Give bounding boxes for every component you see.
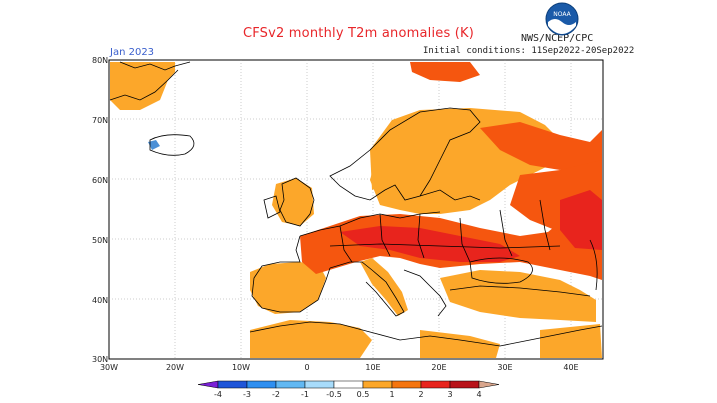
colorbar-segment [333,380,364,389]
lat-label: 50N [92,236,108,245]
lon-label: 20E [431,363,446,372]
colorbar-segment [197,380,219,389]
coastlines [109,61,603,347]
lat-label: 40N [92,296,108,305]
colorbar-ticks: -4 -3 -2 -1 -0.5 0.5 1 2 3 4 [214,390,482,399]
lon-label: 0 [304,363,309,372]
colorbar-boxes [197,380,500,389]
valid-month-label: Jan 2023 [110,47,155,58]
agency-label: NWS/NCEP/CPC [521,33,594,44]
colorbar-segment [420,380,451,389]
lat-label: 30N [92,355,108,364]
lon-label: 40E [563,363,578,372]
colorbar-tick-label: -1 [301,390,309,399]
lon-label: 20W [166,363,184,372]
lat-label: 60N [92,176,108,185]
anomaly-strong-warm [340,190,602,262]
colorbar-tick-label: 0.5 [357,390,370,399]
colorbar-tick-label: 1 [389,390,394,399]
latitude-labels: 80N 70N 60N 50N 40N 30N [92,56,108,364]
colorbar-segment [449,380,480,389]
noaa-logo: NOAA [545,2,579,36]
lat-label: 80N [92,56,108,65]
initial-conditions-label: Initial conditions: 11Sep2022-20Sep2022 [423,46,635,56]
lon-label: 30E [497,363,512,372]
anomaly-cold [148,140,160,150]
lon-label: 10E [365,363,380,372]
lon-label: 30W [100,363,118,372]
colorbar-tick-label: 4 [476,390,481,399]
longitude-labels: 30W 20W 10W 0 10E 20E 30E 40E [100,363,579,372]
colorbar-segment [478,380,500,389]
lat-label: 70N [92,116,108,125]
colorbar-tick-label: -4 [214,390,222,399]
noaa-logo-text: NOAA [553,11,571,18]
map-title: CFSv2 monthly T2m anomalies (K) [242,26,475,41]
colorbar-segment [246,380,277,389]
lon-label: 10W [232,363,250,372]
colorbar-tick-label: 2 [418,390,423,399]
colorbar-segment [304,380,335,389]
colorbar-tick-label: -3 [243,390,251,399]
colorbar-segment [362,380,393,389]
colorbar-segment [391,380,422,389]
colorbar-tick-label: 3 [447,390,452,399]
colorbar-segment [217,380,248,389]
colorbar-tick-label: -0.5 [326,390,342,399]
colorbar-tick-label: -2 [272,390,280,399]
colorbar-segment [275,380,306,389]
